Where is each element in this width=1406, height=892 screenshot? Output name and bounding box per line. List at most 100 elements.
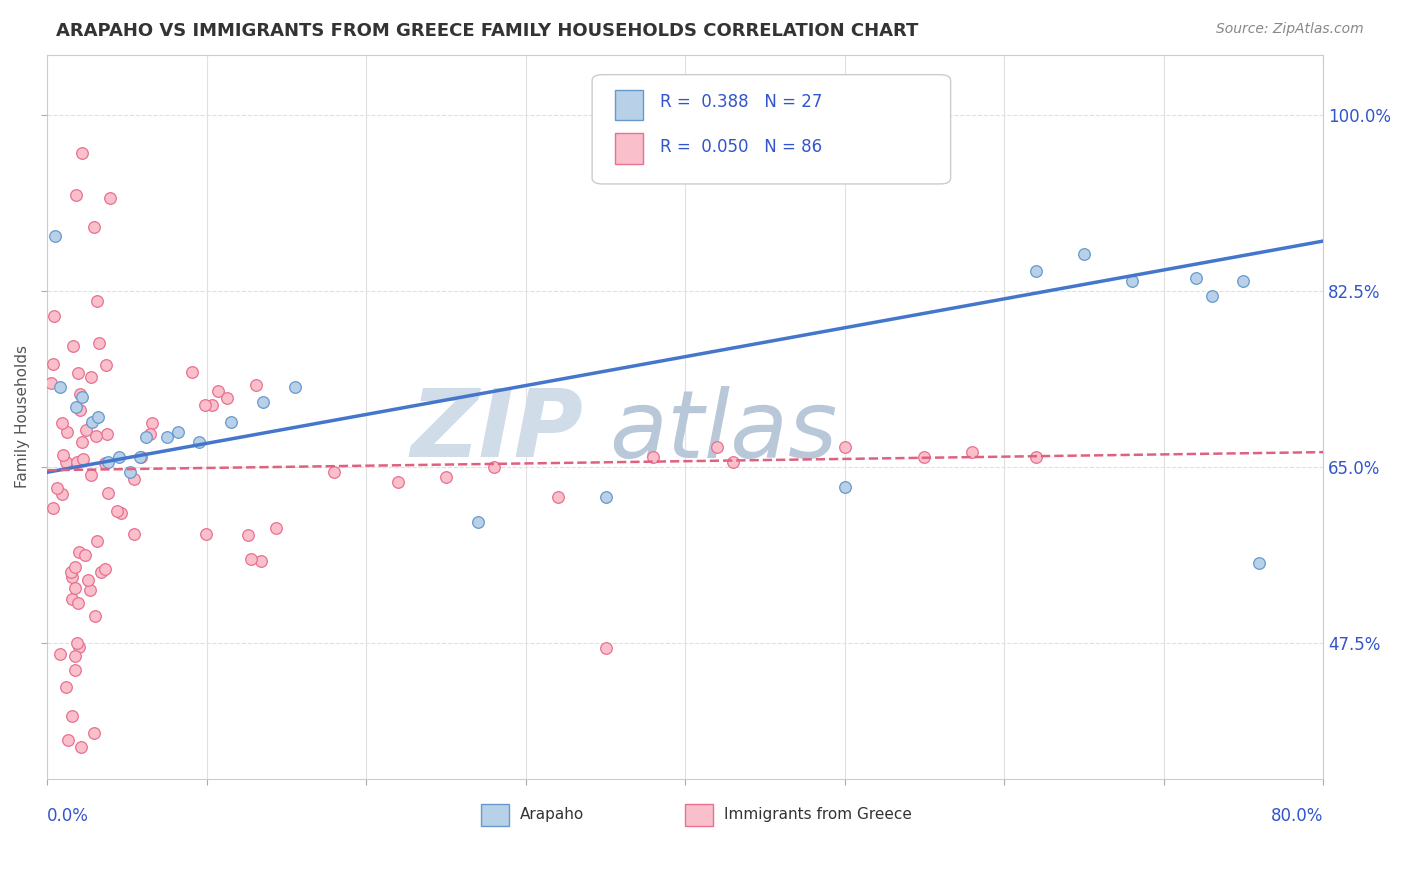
Point bbox=[122, 472, 145, 486]
Text: ARAPAHO VS IMMIGRANTS FROM GREECE FAMILY HOUSEHOLDS CORRELATION CHART: ARAPAHO VS IMMIGRANTS FROM GREECE FAMILY… bbox=[56, 22, 918, 40]
Point bbox=[63, 648, 86, 663]
Point bbox=[595, 491, 617, 505]
Text: atlas: atlas bbox=[609, 386, 837, 477]
Point bbox=[187, 435, 209, 450]
Point bbox=[1249, 556, 1271, 570]
Point bbox=[834, 440, 856, 454]
Point bbox=[94, 562, 117, 576]
Point bbox=[69, 387, 91, 401]
Point bbox=[482, 460, 505, 475]
Point bbox=[66, 636, 89, 650]
Point bbox=[120, 465, 142, 479]
Point bbox=[129, 450, 152, 465]
FancyBboxPatch shape bbox=[481, 804, 509, 826]
Point bbox=[1025, 264, 1047, 278]
Point bbox=[1073, 247, 1095, 261]
Text: R =  0.050   N = 86: R = 0.050 N = 86 bbox=[659, 138, 823, 156]
Text: 80.0%: 80.0% bbox=[1271, 807, 1323, 825]
Point bbox=[49, 647, 72, 661]
Point bbox=[1025, 450, 1047, 465]
Point bbox=[706, 440, 728, 454]
Point bbox=[72, 146, 94, 161]
Point bbox=[67, 367, 90, 381]
Point bbox=[110, 506, 132, 520]
Point bbox=[252, 395, 274, 409]
Point bbox=[238, 527, 260, 541]
Point bbox=[51, 416, 73, 430]
Point bbox=[207, 384, 229, 399]
Point bbox=[60, 709, 83, 723]
Point bbox=[86, 533, 108, 548]
Point bbox=[83, 219, 105, 234]
Point bbox=[72, 390, 94, 404]
Point bbox=[65, 581, 87, 595]
Point bbox=[215, 391, 238, 405]
Point bbox=[65, 560, 87, 574]
Point bbox=[59, 566, 82, 580]
Point bbox=[42, 309, 65, 323]
Point bbox=[80, 467, 103, 482]
Point bbox=[1184, 271, 1206, 285]
Point bbox=[834, 480, 856, 494]
Point bbox=[1201, 289, 1223, 303]
Point bbox=[70, 739, 93, 754]
Point bbox=[914, 450, 936, 465]
Point bbox=[219, 415, 242, 429]
Point bbox=[266, 521, 288, 535]
Point bbox=[467, 516, 489, 530]
Point bbox=[283, 380, 305, 394]
Point bbox=[94, 456, 117, 470]
FancyBboxPatch shape bbox=[592, 75, 950, 184]
Point bbox=[139, 427, 162, 442]
Point bbox=[105, 504, 128, 518]
Point bbox=[52, 448, 75, 462]
Point bbox=[595, 641, 617, 656]
Point bbox=[87, 335, 110, 350]
Text: ZIP: ZIP bbox=[411, 385, 583, 477]
Point bbox=[66, 454, 89, 468]
Point bbox=[63, 663, 86, 677]
Text: R =  0.388   N = 27: R = 0.388 N = 27 bbox=[659, 93, 823, 112]
Point bbox=[73, 548, 96, 562]
Point bbox=[55, 681, 77, 695]
Point bbox=[44, 229, 66, 244]
Point bbox=[167, 425, 190, 439]
Point bbox=[201, 398, 224, 412]
Point bbox=[250, 553, 273, 567]
Point bbox=[83, 726, 105, 740]
Point bbox=[1232, 274, 1254, 288]
Point bbox=[962, 445, 984, 459]
Point bbox=[66, 596, 89, 610]
Point bbox=[239, 551, 262, 566]
Point bbox=[60, 592, 83, 607]
FancyBboxPatch shape bbox=[685, 804, 713, 826]
Point bbox=[387, 475, 409, 490]
Text: Immigrants from Greece: Immigrants from Greece bbox=[724, 807, 911, 822]
Point bbox=[62, 339, 84, 353]
Point bbox=[79, 582, 101, 597]
Point bbox=[124, 527, 146, 541]
Point bbox=[72, 451, 94, 466]
Point bbox=[156, 430, 179, 444]
Point bbox=[84, 609, 107, 624]
Point bbox=[58, 732, 80, 747]
Text: Arapaho: Arapaho bbox=[519, 807, 583, 822]
Point bbox=[108, 450, 131, 465]
Point bbox=[643, 450, 665, 465]
FancyBboxPatch shape bbox=[614, 90, 643, 120]
Point bbox=[56, 425, 79, 439]
Point bbox=[79, 370, 101, 384]
Point bbox=[96, 426, 118, 441]
Point bbox=[49, 380, 72, 394]
Point bbox=[97, 455, 120, 469]
Point bbox=[65, 400, 87, 414]
Point bbox=[141, 416, 163, 430]
Point bbox=[194, 398, 217, 412]
Point bbox=[94, 358, 117, 372]
Point bbox=[69, 403, 91, 417]
Point bbox=[1121, 274, 1143, 288]
Point bbox=[51, 487, 73, 501]
Point bbox=[42, 500, 65, 515]
Point bbox=[46, 481, 69, 495]
Y-axis label: Family Households: Family Households bbox=[15, 345, 30, 489]
